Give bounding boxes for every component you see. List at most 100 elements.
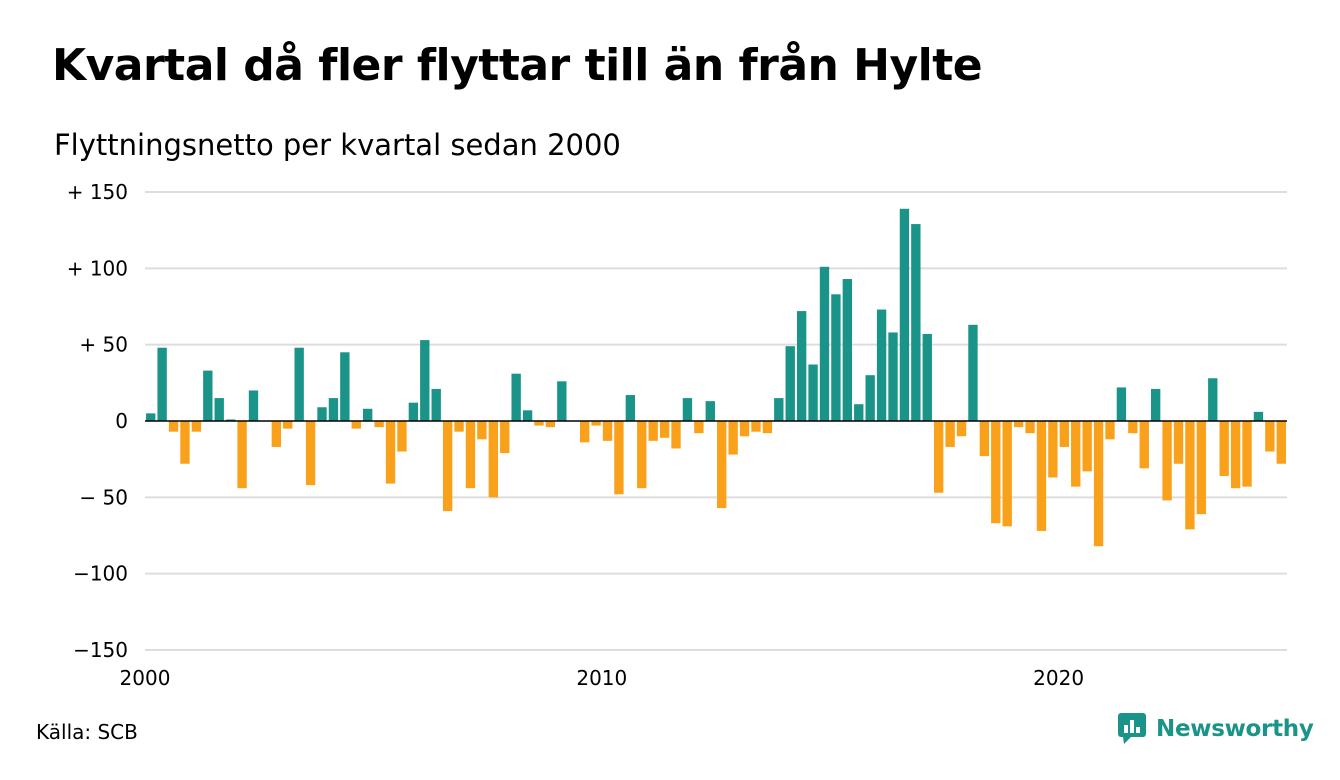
bar-negative [1196, 421, 1207, 515]
bar-negative [762, 421, 773, 434]
bar-positive [340, 352, 350, 421]
bar-negative [1048, 421, 1058, 478]
bar-negative [465, 421, 476, 489]
bar-negative [648, 421, 658, 441]
bar-negative [659, 421, 670, 438]
y-tick-label: −150 [73, 638, 128, 662]
bar-negative [168, 421, 179, 432]
bar-positive [203, 370, 213, 421]
bar-positive [911, 224, 921, 421]
y-tick-label: 0 [115, 409, 128, 433]
bar-positive [831, 294, 841, 421]
bar-positive [922, 333, 932, 421]
bar-negative [454, 421, 464, 432]
x-tick-label: 2000 [120, 666, 171, 690]
bar-negative [751, 421, 761, 432]
bar-negative [374, 421, 384, 428]
y-axis-labels: + 150 + 100 + 50 0 − 50 −100 −150 [67, 180, 128, 662]
bar-negative [180, 421, 190, 464]
bar-negative [945, 421, 955, 447]
bar-negative [545, 421, 556, 428]
bar-negative [283, 421, 293, 429]
bar-positive [1208, 378, 1218, 421]
bar-positive [146, 413, 156, 421]
brand-name: Newsworthy [1156, 716, 1314, 742]
bar-negative [637, 421, 647, 489]
bar-positive [1116, 387, 1127, 421]
bar-negative [1105, 421, 1115, 440]
bar-negative [237, 421, 247, 489]
y-tick-label: + 50 [79, 333, 128, 357]
bar-negative [694, 421, 704, 434]
bar-negative [1025, 421, 1035, 434]
bar-positive [557, 381, 567, 421]
source-note: Källa: SCB [36, 720, 138, 744]
bar-negative [351, 421, 361, 429]
bar-negative [1173, 421, 1184, 464]
bar-negative [717, 421, 727, 509]
bar-negative [602, 421, 613, 441]
bar-positive [888, 332, 898, 421]
bar-positive [294, 347, 304, 421]
bar-negative [500, 421, 510, 454]
bar-positive [363, 408, 373, 421]
bar-positive [774, 398, 784, 421]
bar-negative [305, 421, 316, 486]
bar-positive [968, 324, 978, 421]
bar-positive [819, 266, 830, 421]
bar-positive [328, 398, 339, 421]
bar-negative [1139, 421, 1149, 469]
bar-negative [728, 421, 738, 455]
bar-positive [157, 347, 167, 421]
bar-negative [271, 421, 282, 447]
bar-negative [1242, 421, 1252, 487]
bar-negative [1276, 421, 1286, 464]
bar-positive [431, 388, 441, 421]
bar-negative [1002, 421, 1012, 527]
bar-negative [1265, 421, 1275, 452]
bar-positive [1150, 388, 1161, 421]
bar-negative [477, 421, 487, 440]
bar-negative [671, 421, 681, 449]
bar-positive [522, 410, 533, 421]
bar-positive [865, 375, 875, 421]
bar-positive [682, 398, 693, 421]
bar-negative [979, 421, 990, 457]
bar-negative [934, 421, 944, 493]
bar-positive [1253, 411, 1264, 421]
bar-positive [225, 419, 236, 421]
bar-negative [1230, 421, 1241, 489]
bar-negative [1013, 421, 1024, 428]
x-tick-label: 2010 [576, 666, 627, 690]
bar-positive [248, 390, 259, 421]
bar-chart: + 150 + 100 + 50 0 − 50 −100 −150 2000 2010 2020 [67, 180, 1287, 690]
newsworthy-logo: Newsworthy [1118, 713, 1314, 745]
bar-negative [397, 421, 407, 452]
bar-negative [1162, 421, 1172, 501]
bar-positive [408, 402, 419, 421]
bar-negative [1219, 421, 1229, 476]
bar-negative [739, 421, 750, 437]
bar-negative [191, 421, 202, 432]
bar-positive [876, 309, 887, 421]
bar-negative [1128, 421, 1138, 434]
bar-negative [1082, 421, 1092, 472]
bar-positive [842, 279, 853, 421]
bar-negative [591, 421, 601, 426]
bar-negative [1185, 421, 1195, 530]
y-tick-label: −100 [73, 562, 128, 586]
bar-negative [1093, 421, 1104, 547]
bar-positive [808, 364, 818, 421]
bar-negative [1071, 421, 1081, 487]
bar-negative [614, 421, 624, 495]
bar-positive [796, 311, 807, 421]
chart-title: Kvartal då fler flyttar till än från Hyl… [52, 40, 983, 91]
bar-negative [534, 421, 544, 426]
bar-negative [579, 421, 590, 443]
bar-positive [511, 373, 521, 421]
bar-negative [385, 421, 396, 484]
y-tick-label: − 50 [79, 485, 128, 509]
bar-negative [991, 421, 1001, 524]
bar-chart-icon [1118, 713, 1146, 744]
bar-positive [625, 395, 636, 421]
